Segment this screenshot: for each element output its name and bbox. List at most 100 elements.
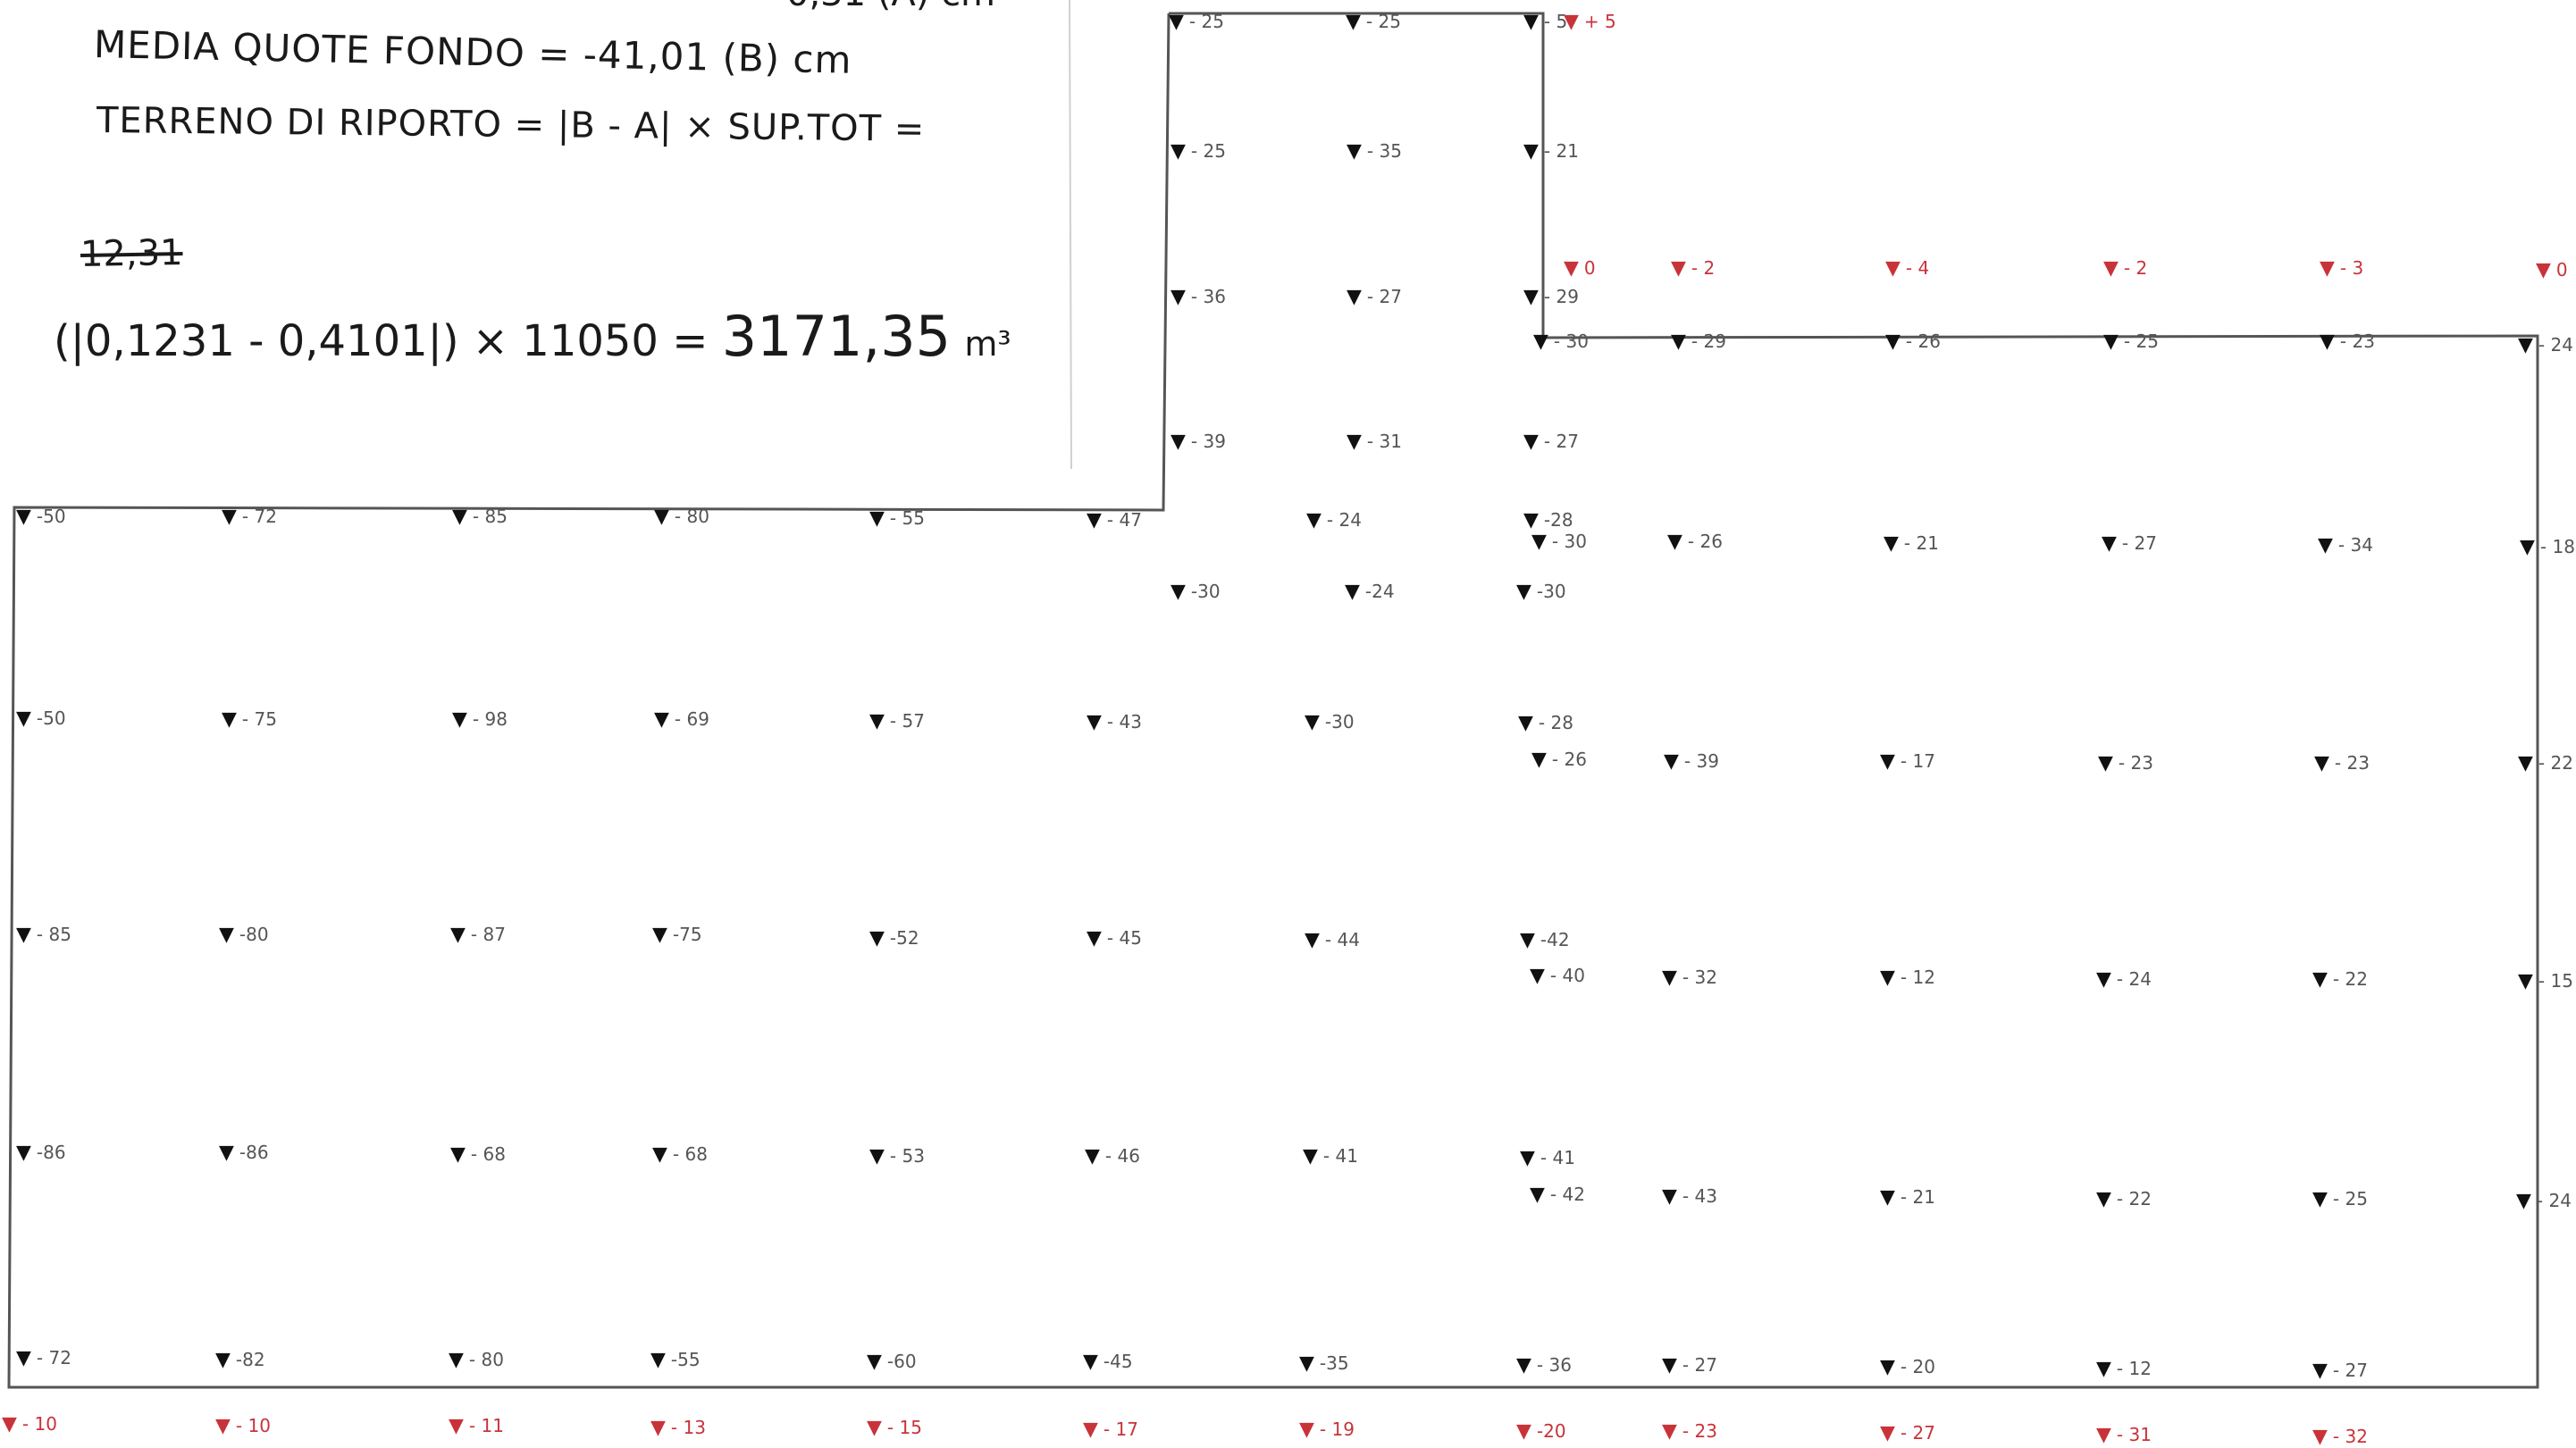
triangle-down-icon: ▼ [1523, 286, 1539, 308]
level-value: -20 [1536, 1420, 1566, 1442]
level-value: - 27 [1543, 431, 1579, 452]
triangle-down-icon: ▼ [2096, 1358, 2111, 1380]
existing-level-marker: ▼ - 27 [2102, 532, 2157, 555]
level-value: - 27 [2121, 532, 2157, 554]
existing-level-marker: ▼ - 87 [450, 924, 506, 946]
existing-level-marker: ▼ - 25 [1171, 140, 1226, 163]
level-value: - 15 [2538, 970, 2573, 992]
level-value: - 69 [674, 708, 709, 730]
existing-level-marker: ▼ -86 [16, 1142, 66, 1164]
level-value: -86 [239, 1142, 269, 1163]
level-value: -30 [1324, 711, 1355, 732]
level-value: -82 [235, 1349, 265, 1370]
triangle-down-icon: ▼ [1516, 1420, 1531, 1443]
level-value: - 25 [2332, 1188, 2368, 1209]
level-value: - 40 [1549, 965, 1585, 986]
existing-level-marker: ▼ - 23 [2098, 752, 2153, 774]
level-value: - 34 [2337, 534, 2373, 556]
level-value: - 20 [1900, 1356, 1935, 1377]
triangle-down-icon: ▼ [2312, 968, 2328, 991]
level-value: - 39 [1683, 750, 1719, 772]
triangle-down-icon: ▼ [1087, 927, 1102, 950]
level-value: - 85 [36, 924, 71, 945]
triangle-down-icon: ▼ [867, 1351, 882, 1373]
existing-level-marker: ▼ - 39 [1664, 750, 1719, 773]
reference-level-marker: ▼ - 23 [1662, 1420, 1717, 1443]
triangle-down-icon: ▼ [2312, 1426, 2328, 1448]
triangle-down-icon: ▼ [2, 1413, 17, 1435]
triangle-down-icon: ▼ [222, 708, 237, 731]
existing-level-marker: ▼ -45 [1083, 1351, 1133, 1373]
calculation-unit: m³ [964, 324, 1011, 364]
triangle-down-icon: ▼ [2096, 1424, 2111, 1446]
level-value: - 18 [2539, 536, 2575, 557]
existing-level-marker: ▼ - 21 [1884, 532, 1939, 555]
triangle-down-icon: ▼ [1518, 712, 1533, 734]
level-value: - 22 [2116, 1188, 2152, 1209]
triangle-down-icon: ▼ [2520, 536, 2535, 558]
level-value: - 42 [1549, 1184, 1585, 1205]
triangle-down-icon: ▼ [452, 708, 467, 731]
level-value: - 39 [1190, 431, 1226, 452]
note-line-terreno: TERRENO DI RIPORTO = |B - A| × SUP.TOT = [96, 100, 926, 150]
existing-level-marker: ▼ - 29 [1671, 331, 1726, 353]
triangle-down-icon: ▼ [2096, 968, 2111, 991]
existing-level-marker: ▼ - 46 [1085, 1145, 1140, 1168]
triangle-down-icon: ▼ [650, 1349, 666, 1371]
triangle-down-icon: ▼ [1662, 1354, 1677, 1377]
level-value: - 27 [1366, 286, 1402, 307]
existing-level-marker: ▼ -28 [1523, 509, 1573, 531]
existing-level-marker: ▼ -75 [652, 924, 702, 946]
reference-level-marker: ▼ -20 [1516, 1420, 1566, 1443]
triangle-down-icon: ▼ [1564, 11, 1579, 33]
triangle-down-icon: ▼ [2518, 970, 2533, 992]
existing-level-marker: ▼ -50 [16, 707, 66, 730]
level-value: - 4 [1905, 257, 1930, 279]
triangle-down-icon: ▼ [2314, 752, 2329, 774]
level-value: - 24 [2116, 968, 2152, 990]
existing-level-marker: ▼ - 85 [16, 924, 71, 946]
reference-level-marker: ▼ + 5 [1564, 11, 1616, 33]
triangle-down-icon: ▼ [2096, 1188, 2111, 1210]
reference-level-marker: ▼ - 4 [1885, 257, 1929, 280]
level-value: - 41 [1322, 1145, 1358, 1167]
level-value: - 35 [1366, 140, 1402, 162]
triangle-down-icon: ▼ [652, 1143, 667, 1166]
existing-level-marker: ▼ - 34 [2318, 534, 2373, 557]
existing-level-marker: ▼ - 20 [1880, 1356, 1935, 1378]
level-value: - 10 [21, 1413, 57, 1435]
level-value: - 25 [1365, 11, 1401, 32]
existing-level-marker: ▼ -42 [1520, 929, 1570, 951]
triangle-down-icon: ▼ [1662, 967, 1677, 989]
triangle-down-icon: ▼ [1671, 331, 1686, 353]
level-value: - 36 [1536, 1354, 1572, 1376]
handwritten-note: 0,31 (A) cm MEDIA QUOTE FONDO = -41,01 (… [0, 0, 1162, 518]
triangle-down-icon: ▼ [1299, 1352, 1314, 1375]
level-value: - 21 [1543, 140, 1579, 162]
level-value: -45 [1103, 1351, 1133, 1372]
level-value: - 41 [1540, 1147, 1575, 1168]
existing-level-marker: ▼ - 72 [16, 1347, 71, 1369]
level-value: - 43 [1106, 711, 1142, 732]
existing-level-marker: ▼ -35 [1299, 1352, 1349, 1375]
level-value: - 80 [468, 1349, 504, 1370]
triangle-down-icon: ▼ [1531, 749, 1547, 771]
existing-level-marker: ▼ - 80 [654, 506, 709, 528]
triangle-down-icon: ▼ [450, 924, 466, 946]
level-value: - 46 [1104, 1145, 1140, 1167]
triangle-down-icon: ▼ [16, 1142, 31, 1164]
existing-level-marker: ▼ - 30 [1531, 531, 1587, 553]
existing-level-marker: ▼ - 17 [1880, 750, 1935, 773]
existing-level-marker: ▼ -80 [219, 924, 269, 946]
level-value: - 3 [2339, 257, 2364, 279]
triangle-down-icon: ▼ [1884, 532, 1899, 555]
reference-level-marker: ▼ - 10 [2, 1413, 57, 1435]
level-value: - 12 [2116, 1358, 2152, 1379]
existing-level-marker: ▼ - 22 [2096, 1188, 2152, 1210]
triangle-down-icon: ▼ [1880, 1186, 1895, 1209]
triangle-down-icon: ▼ [1171, 431, 1186, 453]
note-edge-line [1069, 0, 1072, 470]
level-value: - 27 [2332, 1360, 2368, 1381]
level-value: - 2 [1691, 257, 1716, 279]
level-value: - 17 [1900, 750, 1935, 772]
